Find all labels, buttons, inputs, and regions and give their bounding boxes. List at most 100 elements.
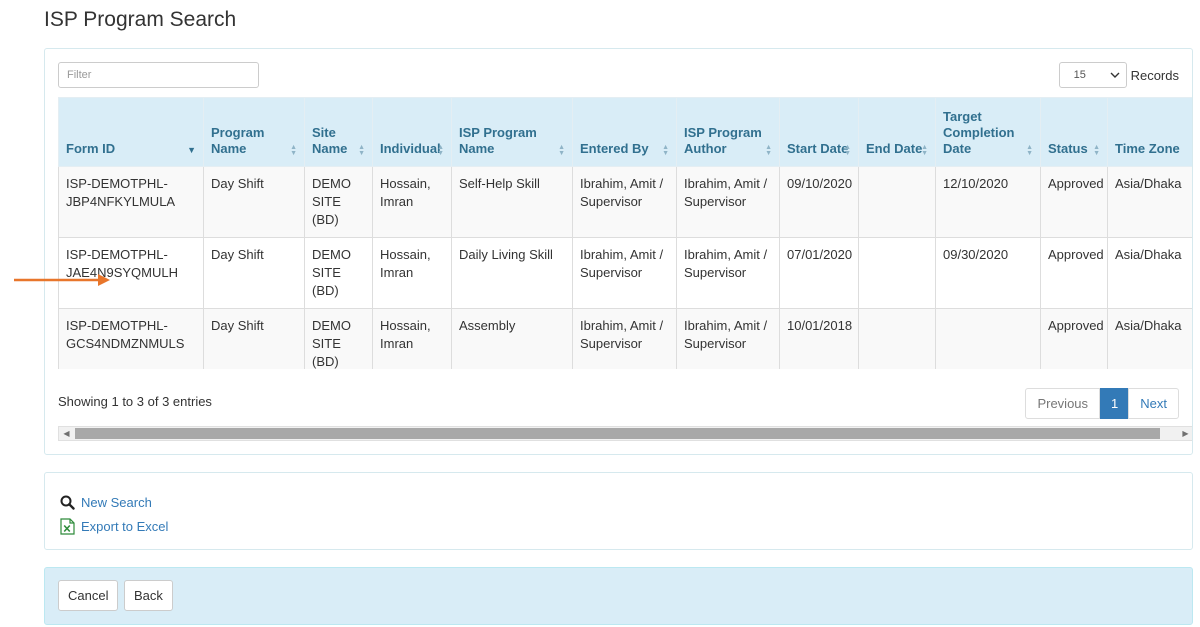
sort-icon: ▲ ▼ — [437, 144, 444, 157]
table-cell: ISP-DEMOTPHL-JAE4N9SYQMULH — [58, 237, 204, 309]
table-cell: Asia/Dhaka — [1107, 237, 1192, 309]
table-cell: Self-Help Skill — [451, 166, 573, 238]
filter-input[interactable] — [58, 62, 259, 88]
table-cell: 12/10/2020 — [935, 166, 1041, 238]
table-cell: Day Shift — [203, 237, 305, 309]
table-body: ISP-DEMOTPHL-JBP4NFKYLMULA Day Shift DEMO … — [58, 166, 1192, 369]
sort-icon: ▲ ▼ — [765, 144, 772, 157]
column-header-label: Status — [1048, 141, 1088, 156]
page-1-button[interactable]: 1 — [1100, 388, 1130, 419]
table-header-row: Form ID ▼ Program Name ▲ ▼ Site Name ▲ ▼ Individ… — [58, 97, 1192, 167]
table-cell: Ibrahim, Amit / Supervisor — [676, 166, 780, 238]
back-button[interactable]: Back — [124, 580, 173, 611]
column-header[interactable]: Program Name ▲ ▼ — [203, 97, 305, 167]
records-select[interactable]: 15 — [1058, 62, 1127, 88]
cancel-button[interactable]: Cancel — [58, 580, 119, 611]
scrollbar-thumb[interactable] — [75, 428, 1160, 439]
table-row[interactable]: ISP-DEMOTPHL-JAE4N9SYQMULH Day Shift DEMO … — [58, 237, 1192, 309]
table-cell: 09/10/2020 — [779, 166, 859, 238]
table-cell: Ibrahim, Amit / Supervisor — [676, 237, 780, 309]
table-cell: 07/01/2020 — [779, 237, 859, 309]
table-cell: Day Shift — [203, 308, 305, 369]
table-cell: DEMO SITE (BD) — [304, 166, 373, 238]
table-cell: ISP-DEMOTPHL-GCS4NDMZNMULS — [58, 308, 204, 369]
table-cell: Day Shift — [203, 166, 305, 238]
table-container: Form ID ▼ Program Name ▲ ▼ Site Name ▲ ▼ Individ… — [58, 97, 1192, 369]
column-header[interactable]: Individual ▲ ▼ — [372, 97, 452, 167]
table-cell — [935, 308, 1041, 369]
column-header-label: End Date — [866, 141, 923, 156]
column-header-label: Form ID — [66, 141, 116, 156]
sort-icon: ▲ ▼ — [358, 144, 365, 157]
sort-icon: ▲ ▼ — [662, 144, 669, 157]
horizontal-scrollbar[interactable]: ◀ ▶ — [58, 426, 1192, 441]
table-cell: DEMO SITE (BD) — [304, 237, 373, 309]
column-header[interactable]: Form ID ▼ — [58, 97, 204, 167]
previous-page-button[interactable]: Previous — [1025, 388, 1101, 419]
sort-icon: ▲ ▼ — [921, 144, 928, 157]
excel-icon — [59, 517, 75, 535]
column-header[interactable]: Start Date ▲ ▼ — [779, 97, 859, 167]
table-cell: Ibrahim, Amit / Supervisor — [572, 308, 677, 369]
table-cell — [858, 166, 936, 238]
column-header[interactable]: Time Zone — [1107, 97, 1192, 167]
records-label: Records — [1130, 67, 1179, 83]
table-cell: Approved — [1040, 308, 1108, 369]
table-cell — [858, 237, 936, 309]
column-header-label: Entered By — [580, 141, 649, 156]
table-cell: Hossain, Imran — [372, 308, 452, 369]
table-cell: 09/30/2020 — [935, 237, 1041, 309]
table-cell: Approved — [1040, 237, 1108, 309]
table-cell: Asia/Dhaka — [1107, 166, 1192, 238]
column-header[interactable]: Entered By ▲ ▼ — [572, 97, 677, 167]
sort-icon: ▲ ▼ — [290, 144, 297, 157]
table-cell: Ibrahim, Amit / Supervisor — [676, 308, 780, 369]
column-header[interactable]: ISP Program Author ▲ ▼ — [676, 97, 780, 167]
column-header-label: ISP Program Name — [459, 125, 537, 156]
next-page-button[interactable]: Next — [1128, 388, 1179, 419]
sort-icon: ▲ ▼ — [844, 144, 851, 157]
column-header[interactable]: Status ▲ ▼ — [1040, 97, 1108, 167]
orange-arrow-icon — [14, 274, 110, 286]
search-icon — [59, 494, 75, 510]
column-header[interactable]: End Date ▲ ▼ — [858, 97, 936, 167]
column-header-label: Time Zone — [1115, 141, 1180, 156]
column-header-label: Individual — [380, 141, 441, 156]
new-search-label: New Search — [81, 494, 152, 510]
sort-icon: ▲ ▼ — [1093, 144, 1100, 157]
table-cell: Ibrahim, Amit / Supervisor — [572, 237, 677, 309]
sort-desc-icon: ▼ — [187, 145, 196, 155]
results-panel: 15 Records Form ID ▼ Program Name▲▼Site Na… — [44, 48, 1193, 455]
column-header[interactable]: Target Completion Date ▲ ▼ — [935, 97, 1041, 167]
column-header[interactable]: Site Name ▲ ▼ — [304, 97, 373, 167]
export-excel-label: Export to Excel — [81, 518, 169, 534]
table-cell: Hossain, Imran — [372, 237, 452, 309]
column-header-label: Site Name — [312, 125, 348, 156]
table-cell — [858, 308, 936, 369]
table-cell: Hossain, Imran — [372, 166, 452, 238]
column-header-label: ISP Program Author — [684, 125, 762, 156]
scroll-right-icon[interactable]: ▶ — [1182, 429, 1189, 438]
table-cell: Ibrahim, Amit / Supervisor — [572, 166, 677, 238]
table-cell: ISP-DEMOTPHL-JBP4NFKYLMULA — [58, 166, 204, 238]
records-select-value: 15 — [1073, 69, 1086, 81]
new-search-link[interactable]: New Search — [59, 494, 152, 510]
column-header[interactable]: ISP Program Name ▲ ▼ — [451, 97, 573, 167]
table-cell: Daily Living Skill — [451, 237, 573, 309]
table-cell: DEMO SITE (BD) — [304, 308, 373, 369]
sort-icon: ▲ ▼ — [558, 144, 565, 157]
column-header-label: Target Completion Date — [943, 109, 1015, 156]
footer-panel: Cancel Back — [44, 567, 1193, 625]
records-control: 15 Records — [1058, 62, 1179, 88]
page-title: ISP Program Search — [44, 8, 237, 31]
table-row[interactable]: ISP-DEMOTPHL-GCS4NDMZNMULS Day Shift DEMO … — [58, 308, 1192, 369]
column-header-label: Start Date — [787, 141, 849, 156]
actions-panel: New Search Export to Excel — [44, 472, 1193, 550]
table-cell: 10/01/2018 — [779, 308, 859, 369]
sort-icon: ▲ ▼ — [1026, 144, 1033, 157]
table-row[interactable]: ISP-DEMOTPHL-JBP4NFKYLMULA Day Shift DEMO … — [58, 166, 1192, 238]
export-excel-link[interactable]: Export to Excel — [59, 517, 169, 535]
scroll-left-icon[interactable]: ◀ — [63, 429, 70, 438]
results-table: Form ID ▼ Program Name ▲ ▼ Site Name ▲ ▼ Individ… — [58, 97, 1192, 369]
table-header: Form ID ▼ Program Name ▲ ▼ Site Name ▲ ▼ Individ… — [58, 97, 1192, 167]
